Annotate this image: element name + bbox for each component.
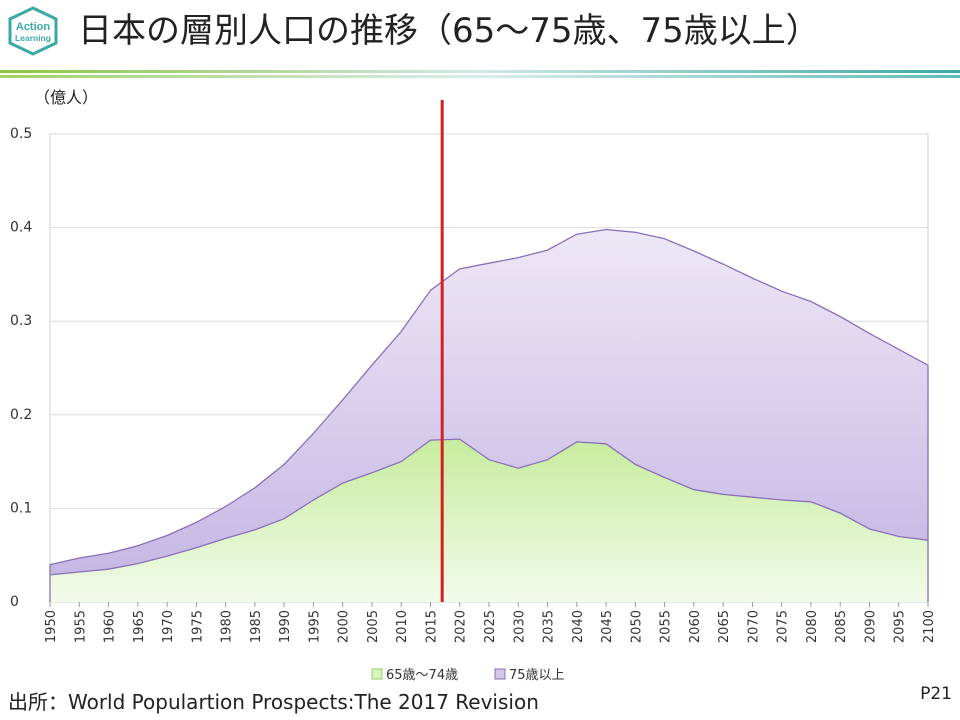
x-tick-label: 2060 [688,610,703,643]
x-tick-label: 2065 [717,610,732,643]
area-65-74 [50,439,928,602]
title-underline [0,70,960,78]
legend-label-65-74: 65歳～74歳 [386,668,458,683]
action-learning-logo: Action Learning [8,6,58,56]
y-axis: 0 0.1 0.2 0.3 0.4 0.5 [10,126,32,610]
y-axis-unit: （億人） [34,88,99,107]
x-tick-label: 2035 [542,610,557,643]
x-tick-label: 2075 [776,610,791,643]
page-number: P21 [920,684,952,704]
y-tick-label: 0.1 [10,500,32,516]
logo-hexagon [8,6,58,56]
y-tick-label: 0 [10,594,19,610]
x-tick-label: 1995 [307,610,322,643]
logo-line2: Learning [15,33,51,43]
y-tick-label: 0.5 [10,126,32,142]
x-tick-label: 2045 [600,610,615,643]
x-tick-label: 2090 [863,610,878,643]
x-tick-label: 1980 [220,610,235,643]
x-tick-label: 2050 [629,610,644,643]
y-tick-label: 0.4 [10,220,32,236]
logo-line1: Action [16,21,51,33]
slide-title: 日本の層別人口の推移（65～75歳、75歳以上） [78,11,820,51]
x-tick-label: 1965 [132,610,147,643]
line-65-74-top [49,438,929,576]
x-tick-label: 2100 [922,610,937,643]
legend: 65歳～74歳 75歳以上 [371,668,565,683]
x-tick-label: 2000 [337,610,352,643]
x-tick-label: 2005 [366,610,381,643]
x-tick-label: 1990 [278,610,293,643]
x-tick-label: 2025 [483,610,498,643]
legend-swatch-75-plus [494,668,506,680]
line-75-plus-top [49,228,929,566]
x-tick-label: 2085 [834,610,849,643]
x-tick-label: 2040 [571,610,586,643]
x-tick-label: 2030 [512,610,527,643]
x-tick-label: 2070 [746,610,761,643]
x-tick-label: 1955 [73,610,88,643]
x-tick-label: 1975 [190,610,205,643]
x-tick-label: 2095 [893,610,908,643]
area-75-plus [50,229,928,575]
x-tick-label: 1960 [103,610,118,643]
series-areas [49,228,929,602]
y-tick-label: 0.3 [10,313,32,329]
x-tick-label: 1985 [249,610,264,643]
source-note: 出所：World Populartion Prospects:The 2017 … [8,690,539,714]
y-tick-label: 0.2 [10,407,32,423]
x-tick-label: 1950 [44,610,59,643]
x-tick-label: 1970 [161,610,176,643]
x-tick-label: 2020 [454,610,469,643]
x-axis: 1950 1955 1960 1965 1970 1975 1980 1985 1990 1995… [44,602,937,643]
legend-swatch-65-74 [371,668,383,680]
legend-label-75-plus: 75歳以上 [509,668,565,683]
x-tick-label: 2080 [805,610,820,643]
x-tick-label: 2015 [424,610,439,643]
x-tick-label: 2055 [659,610,674,643]
x-tick-label: 2010 [395,610,410,643]
